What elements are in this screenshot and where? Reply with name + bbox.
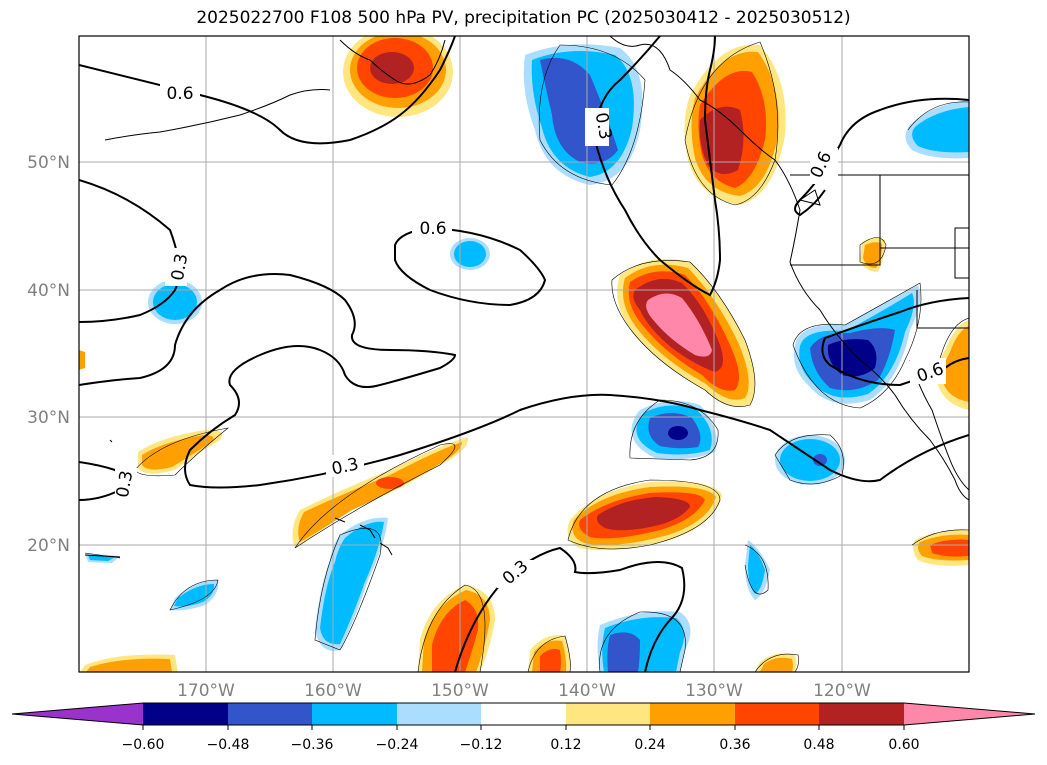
colorbar-extend-right [904, 703, 1035, 725]
pv-contours [79, 36, 969, 672]
contour-label: 0.3 [591, 111, 615, 141]
colorbar-segment [819, 703, 904, 725]
lat-label: 20°N [27, 536, 70, 556]
positive-blob-edge-left [79, 350, 85, 370]
lon-label: 140°W [558, 681, 616, 701]
lon-label: 170°W [177, 681, 235, 701]
colorbar: −0.60 −0.48 −0.36 −0.24 −0.12 0.12 0.24 … [11, 702, 1036, 753]
lon-label: 160°W [304, 681, 362, 701]
positive-blob-far-east-south [913, 529, 969, 566]
lon-label: 130°W [685, 681, 743, 701]
lat-label: 40°N [27, 281, 70, 301]
positive-blob-bottom-left [80, 654, 178, 672]
lon-label: 120°W [813, 681, 871, 701]
contour-label: 0.6 [419, 219, 446, 239]
colorbar-segment [566, 703, 650, 725]
positive-streak-central [292, 437, 469, 548]
negative-blob-west [148, 280, 202, 324]
negative-blob-south-central [631, 401, 717, 460]
negative-blob-far-northeast [905, 100, 969, 159]
lat-label: 50°N [27, 153, 70, 173]
lat-label: 30°N [27, 408, 70, 428]
colorbar-tick-label: 0.36 [719, 737, 750, 753]
map-title: 2025022700 F108 500 hPa PV, precipitatio… [196, 8, 851, 28]
positive-blob-central [617, 258, 755, 407]
colorbar-segment [312, 703, 397, 725]
colorbar-tick-label: −0.24 [376, 737, 419, 753]
precip-anomaly-fields [79, 36, 969, 672]
negative-blob-bottom-center [597, 611, 691, 672]
negative-blob-north [523, 44, 643, 185]
colorbar-tick-label: 0.48 [803, 737, 834, 753]
contour-label: 0.3 [113, 469, 137, 499]
colorbar-segment [735, 703, 819, 725]
colorbar-extend-left [12, 703, 143, 725]
positive-blob-bottom-center [418, 585, 495, 672]
positive-blob-alaska [343, 36, 453, 117]
positive-blob-south [567, 481, 722, 551]
latitude-labels: 50°N 40°N 30°N 20°N [27, 153, 70, 556]
colorbar-tick-label: −0.36 [291, 737, 334, 753]
coastlines [84, 36, 969, 558]
longitude-labels: 170°W 160°W 150°W 140°W 130°W 120°W [177, 681, 871, 701]
colorbar-tick-label: −0.60 [122, 737, 165, 753]
negative-streak-east-south [745, 540, 770, 600]
contour-labels: 0.6 0.3 0.3 0.6 0.3 0.3 0.3 0.6 0.6 [113, 82, 946, 589]
colorbar-segment [228, 703, 312, 725]
map-panel: 0.6 0.3 0.3 0.6 0.3 0.3 0.3 0.6 0.6 [78, 35, 970, 673]
colorbar-segment [397, 703, 481, 725]
colorbar-tick-label: 0.60 [888, 737, 919, 753]
colorbar-tick-label: 0.12 [550, 737, 581, 753]
colorbar-tick-label: 0.24 [634, 737, 665, 753]
positive-blob-bottom-small [528, 635, 571, 672]
map-frame [78, 35, 970, 673]
positive-blob-far-east [937, 320, 969, 410]
colorbar-tick-label: −0.48 [207, 737, 250, 753]
negative-blob-small-central [450, 238, 490, 270]
negative-blob-east-south [775, 435, 845, 485]
colorbar-segment [143, 703, 228, 725]
precip-outlines [84, 41, 969, 672]
positive-blob-bottom-right [755, 653, 797, 672]
contour-label: 0.3 [168, 252, 192, 282]
lon-label: 150°W [431, 681, 489, 701]
contour-label: 0.6 [166, 84, 193, 104]
colorbar-segment [650, 703, 735, 725]
colorbar-tick-label: −0.12 [460, 737, 503, 753]
colorbar-segment [481, 703, 566, 725]
